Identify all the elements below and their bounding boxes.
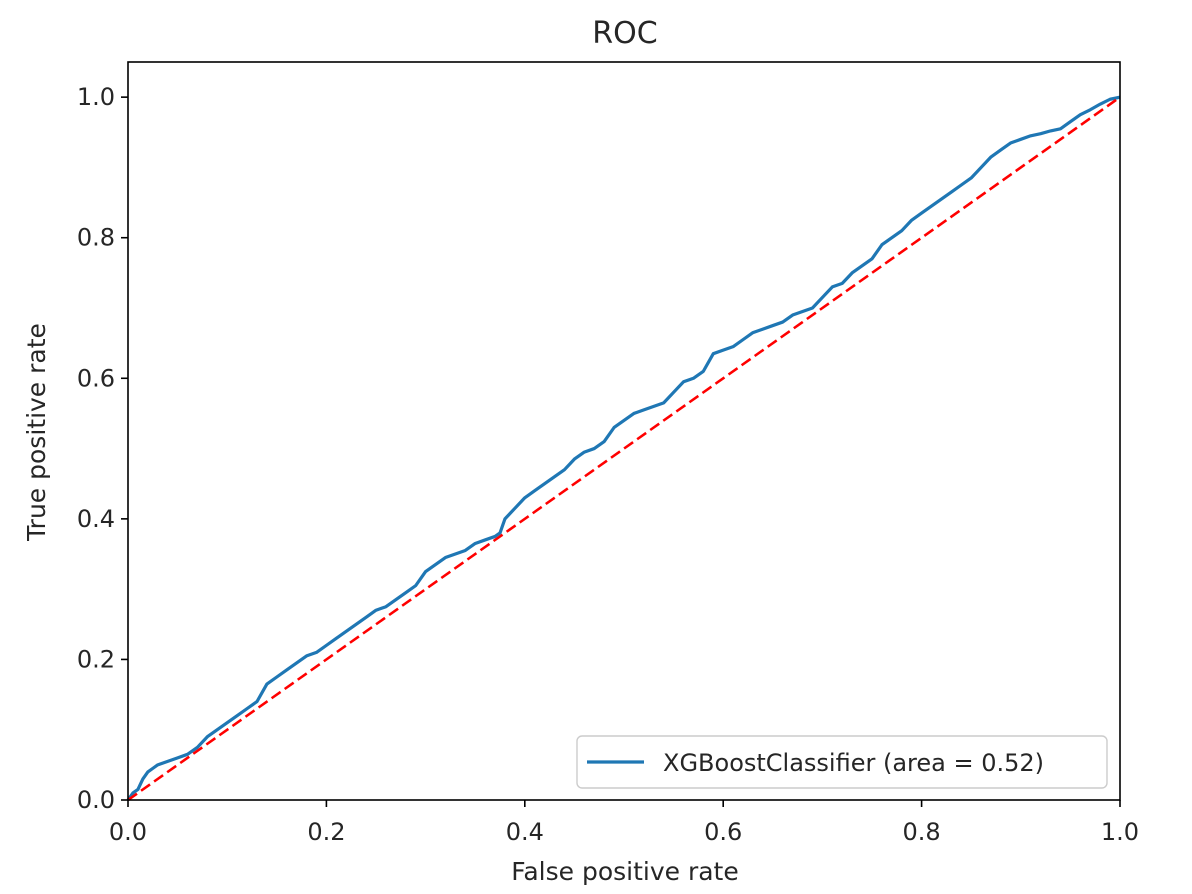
legend-label: XGBoostClassifier (area = 0.52) [663, 749, 1044, 777]
x-tick-label: 0.8 [903, 818, 941, 846]
y-tick-label: 0.4 [77, 505, 115, 533]
chart-title: ROC [592, 16, 657, 51]
chance-diagonal-line [127, 96, 1121, 802]
axes-frame [127, 61, 1121, 801]
plot-area: 0.0 0.2 0.4 0.6 0.8 1.0 0.0 0.2 0.4 0.6 0.8 1.0 [77, 61, 1139, 846]
y-tick-label: 0.2 [77, 645, 115, 673]
y-tick-label: 0.8 [77, 224, 115, 252]
y-tick-label: 0.0 [77, 786, 115, 814]
x-tick-label: 0.2 [307, 818, 345, 846]
x-tick-label: 0.0 [109, 818, 147, 846]
y-axis-label: True positive rate [22, 323, 51, 542]
y-tick-label: 1.0 [77, 83, 115, 111]
x-tick-label: 0.6 [704, 818, 742, 846]
x-tick-label: 1.0 [1101, 818, 1139, 846]
y-tick-label: 0.6 [77, 364, 115, 392]
x-tick-label: 0.4 [506, 818, 544, 846]
roc-curve-line [126, 95, 1121, 801]
legend-box [576, 735, 1108, 789]
x-axis-label: False positive rate [511, 857, 739, 886]
legend: XGBoostClassifier (area = 0.52) [576, 735, 1108, 789]
